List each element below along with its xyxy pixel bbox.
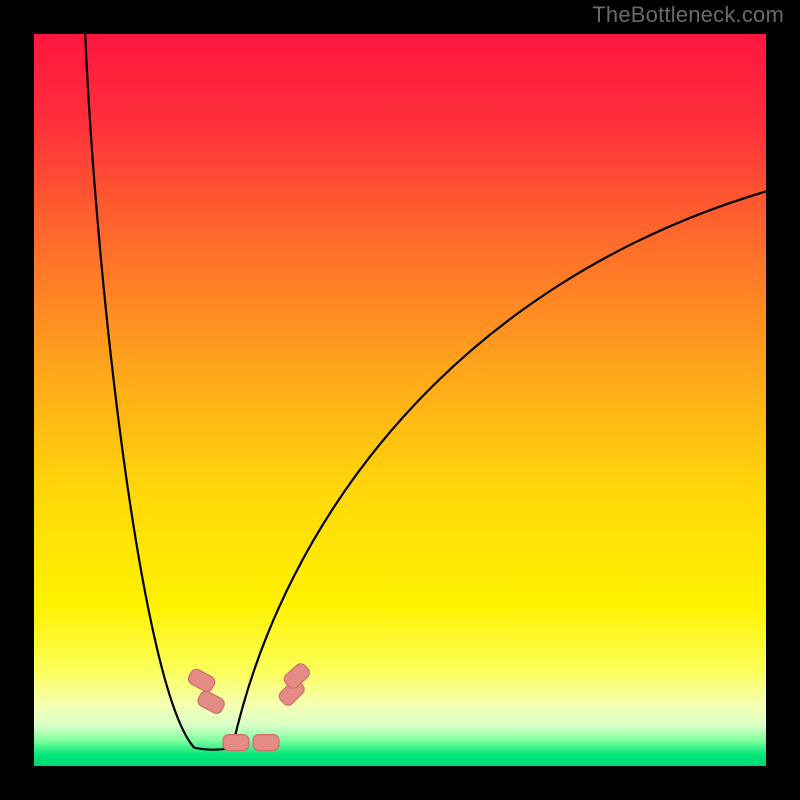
watermark-text: TheBottleneck.com (592, 2, 784, 28)
data-marker-3 (253, 735, 279, 751)
bottleneck-curve (85, 34, 766, 750)
bottleneck-chart (0, 0, 800, 800)
data-marker-1 (196, 689, 226, 715)
data-markers (186, 661, 311, 750)
data-marker-2 (223, 735, 249, 751)
data-marker-0 (186, 667, 216, 693)
